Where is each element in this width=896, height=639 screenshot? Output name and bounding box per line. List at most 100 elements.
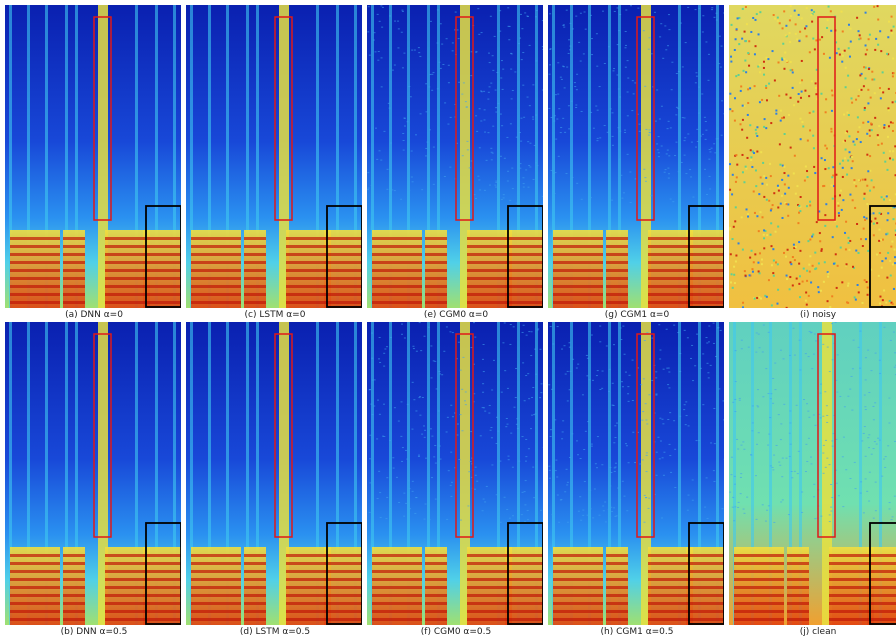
noise: [843, 113, 846, 116]
harmonic: [648, 610, 693, 613]
noise: [840, 10, 843, 13]
noise: [867, 88, 870, 91]
noise: [789, 261, 792, 264]
noise: [842, 140, 845, 143]
spectrogram: [729, 322, 896, 625]
noise: [527, 141, 530, 143]
stripe: [371, 5, 374, 308]
noise: [850, 167, 853, 170]
noise: [826, 346, 829, 348]
noise: [746, 213, 749, 216]
noise: [813, 333, 816, 335]
harmonic: [286, 602, 331, 605]
noise: [665, 328, 668, 330]
noise: [496, 72, 499, 74]
noise: [501, 88, 504, 90]
noise: [757, 230, 760, 233]
stripe: [173, 5, 176, 308]
noise: [791, 477, 794, 479]
harmonic: [286, 261, 331, 264]
noise: [822, 472, 825, 474]
noise: [757, 65, 760, 68]
spectrogram-panel: (g) CGM1 α=0: [548, 5, 726, 321]
noise: [758, 64, 761, 67]
noise: [553, 120, 556, 122]
noise: [436, 88, 439, 90]
stripe: [799, 322, 802, 625]
noise: [827, 272, 830, 275]
noise: [504, 370, 507, 372]
noise: [770, 245, 773, 248]
noise: [759, 176, 762, 179]
noise: [550, 170, 553, 172]
harmonic: [286, 586, 331, 589]
noise: [891, 516, 894, 518]
noise: [562, 24, 565, 26]
noise: [886, 52, 889, 55]
harmonic: [505, 237, 543, 240]
noise: [751, 270, 754, 273]
black-box: [688, 522, 724, 625]
noise: [645, 452, 648, 454]
stripe: [135, 322, 138, 625]
noise: [549, 435, 552, 437]
noise: [650, 53, 653, 55]
stripe: [371, 322, 374, 625]
noise: [509, 123, 512, 125]
noise: [554, 172, 557, 174]
noise: [736, 17, 739, 20]
noise: [663, 171, 666, 173]
noise: [723, 419, 724, 421]
harmonic: [244, 554, 266, 557]
noise: [870, 453, 873, 455]
harmonic: [553, 285, 603, 288]
noise: [756, 126, 759, 129]
noise: [619, 498, 622, 500]
spectrogram-panel: (e) CGM0 α=0: [367, 5, 545, 321]
noise: [852, 140, 855, 143]
noise: [438, 370, 441, 372]
noise: [756, 405, 759, 407]
noise: [863, 394, 866, 396]
noise: [638, 130, 641, 132]
noise: [734, 381, 737, 383]
noise: [495, 494, 498, 496]
stripe: [226, 322, 229, 625]
harmonic: [787, 562, 809, 565]
noise: [789, 15, 792, 18]
noise: [864, 11, 867, 14]
noise: [586, 375, 589, 377]
harmonic: [286, 253, 331, 256]
noise: [785, 457, 788, 459]
noise: [734, 506, 737, 508]
harmonic: [244, 253, 266, 256]
noise: [814, 82, 817, 85]
noise: [769, 162, 772, 165]
noise: [862, 227, 865, 230]
noise: [555, 138, 558, 140]
harmonic: [105, 301, 150, 304]
noise: [734, 220, 737, 223]
stripe: [208, 5, 211, 308]
noise: [619, 327, 622, 329]
noise: [472, 363, 475, 365]
noise: [860, 72, 863, 75]
noise: [831, 295, 834, 298]
black-box: [869, 522, 896, 625]
noise: [853, 181, 856, 184]
noise: [520, 13, 523, 15]
noise: [409, 508, 412, 510]
harmonic: [734, 586, 784, 589]
stripe: [535, 322, 538, 625]
noise: [687, 133, 690, 135]
noise: [891, 32, 894, 35]
stripe: [354, 5, 357, 308]
noise: [507, 170, 510, 172]
noise: [488, 184, 491, 186]
harmonic: [686, 253, 724, 256]
noise: [685, 415, 688, 417]
noise: [834, 322, 837, 324]
harmonic: [10, 301, 60, 304]
harmonic: [505, 618, 543, 621]
noise: [515, 136, 518, 138]
